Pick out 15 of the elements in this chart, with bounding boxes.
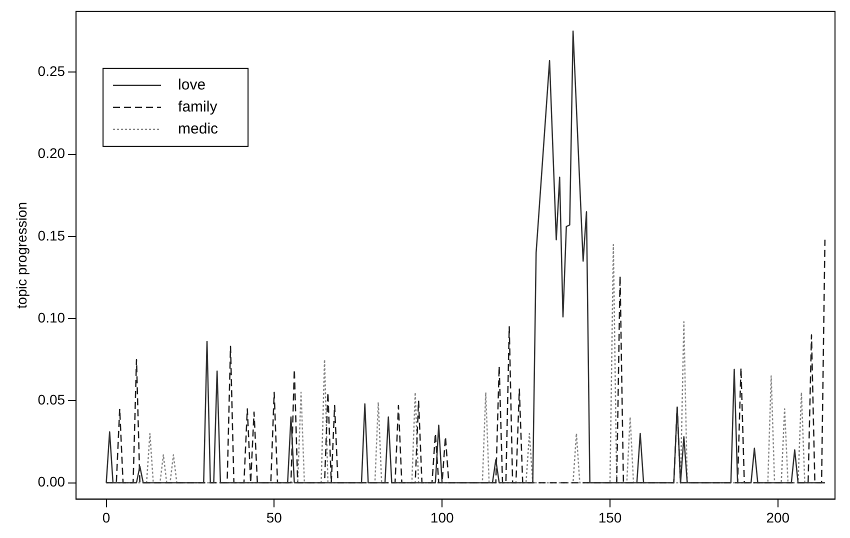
y-tick-label: 0.10 [38, 309, 66, 326]
x-tick-label: 100 [430, 509, 454, 526]
y-tick-label: 0.00 [38, 474, 66, 490]
x-tick-label: 200 [766, 509, 790, 526]
y-tick-label: 0.05 [38, 392, 66, 408]
legend-label: family [178, 98, 218, 116]
y-axis-title: topic progression [13, 202, 30, 309]
legend-label: love [178, 76, 206, 94]
x-tick-label: 0 [102, 509, 110, 526]
y-tick-label: 0.15 [38, 227, 66, 244]
legend-label: medic [178, 120, 219, 138]
x-tick-label: 50 [266, 509, 282, 526]
y-tick-label: 0.20 [38, 145, 66, 162]
y-tick-label: 0.25 [38, 63, 66, 80]
x-tick-label: 150 [598, 509, 622, 526]
